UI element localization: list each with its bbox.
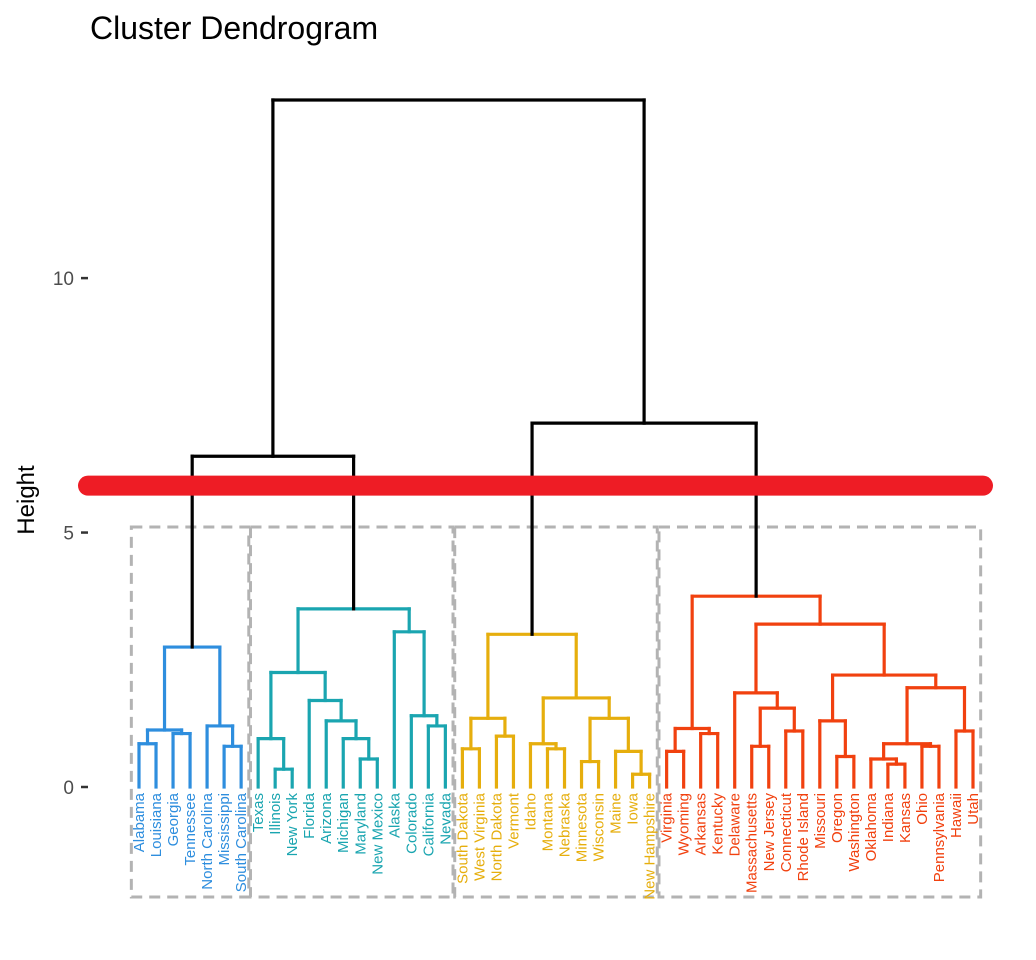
leaf-label-florida: Florida [301,792,318,839]
leaf-label-nebraska: Nebraska [557,792,574,857]
leaf-label-illinois: Illinois [267,793,284,835]
cluster-box-1 [129,525,251,899]
leaf-label-rhode-island: Rhode Island [795,793,812,881]
leaf-label-kansas: Kansas [897,793,914,843]
y-axis-title: Height [13,465,40,535]
leaf-label-georgia: Georgia [165,792,182,846]
leaf-label-new-york: New York [284,793,301,857]
leaf-label-indiana: Indiana [880,792,897,842]
leaf-label-minnesota: Minnesota [574,792,591,862]
y-axis: Height 0 5 10 [13,269,88,799]
y-tick-label-0: 0 [63,778,74,799]
leaf-label-wyoming: Wyoming [676,793,693,855]
y-tick-label-5: 5 [63,524,74,545]
leaf-label-arizona: Arizona [318,792,335,844]
dendrogram-tree [137,98,975,789]
leaf-label-connecticut: Connecticut [778,792,795,872]
leaf-label-arkansas: Arkansas [693,793,710,856]
leaf-label-pennsylvania: Pennsylvania [931,792,948,882]
leaf-label-texas: Texas [250,793,267,832]
leaf-label-idaho: Idaho [522,793,539,831]
leaf-label-new-mexico: New Mexico [369,793,386,875]
leaf-labels: Alabama Louisiana Georgia Tennessee North Ca… [131,792,982,900]
leaf-label-massachusetts: Massachusetts [744,793,761,893]
leaf-label-louisiana: Louisiana [148,792,165,857]
leaf-label-south-carolina: South Carolina [233,792,250,892]
cluster-box-2 [248,525,455,899]
cluster-boxes [129,525,983,899]
leaf-label-new-jersey: New Jersey [761,793,778,872]
leaf-label-mississippi: Mississippi [216,793,233,866]
leaf-label-alaska: Alaska [386,792,403,838]
leaf-label-wisconsin: Wisconsin [591,793,608,861]
leaf-label-oregon: Oregon [829,793,846,843]
leaf-label-utah: Utah [965,793,982,825]
chart-title: Cluster Dendrogram [90,10,379,46]
leaf-label-south-dakota: South Dakota [454,792,471,884]
leaf-label-virginia: Virginia [659,792,676,842]
leaf-label-washington: Washington [846,793,863,872]
leaf-label-ohio: Ohio [914,793,931,825]
leaf-label-alabama: Alabama [131,792,148,852]
leaf-label-california: California [420,792,437,856]
leaf-label-maryland: Maryland [352,793,369,855]
leaf-label-montana: Montana [539,792,556,851]
leaf-label-delaware: Delaware [727,793,744,856]
leaf-label-new-hampshire: New Hampshire [642,793,659,900]
y-tick-label-10: 10 [53,269,74,290]
leaf-label-north-dakota: North Dakota [488,792,505,881]
leaf-label-north-carolina: North Carolina [199,792,216,889]
cluster-box-3 [453,525,659,899]
leaf-label-nevada: Nevada [437,792,454,844]
leaf-label-colorado: Colorado [403,793,420,854]
leaf-label-hawaii: Hawaii [948,793,965,838]
leaf-label-west-virginia: West Virginia [471,792,488,880]
leaf-label-michigan: Michigan [335,793,352,853]
leaf-label-maine: Maine [608,793,625,834]
leaf-label-kentucky: Kentucky [710,793,727,855]
leaf-label-vermont: Vermont [505,792,522,849]
leaf-label-iowa: Iowa [625,792,642,824]
leaf-label-missouri: Missouri [812,793,829,849]
leaf-label-tennessee: Tennessee [182,793,199,866]
leaf-label-oklahoma: Oklahoma [863,792,880,861]
cluster-box-4 [657,525,983,899]
